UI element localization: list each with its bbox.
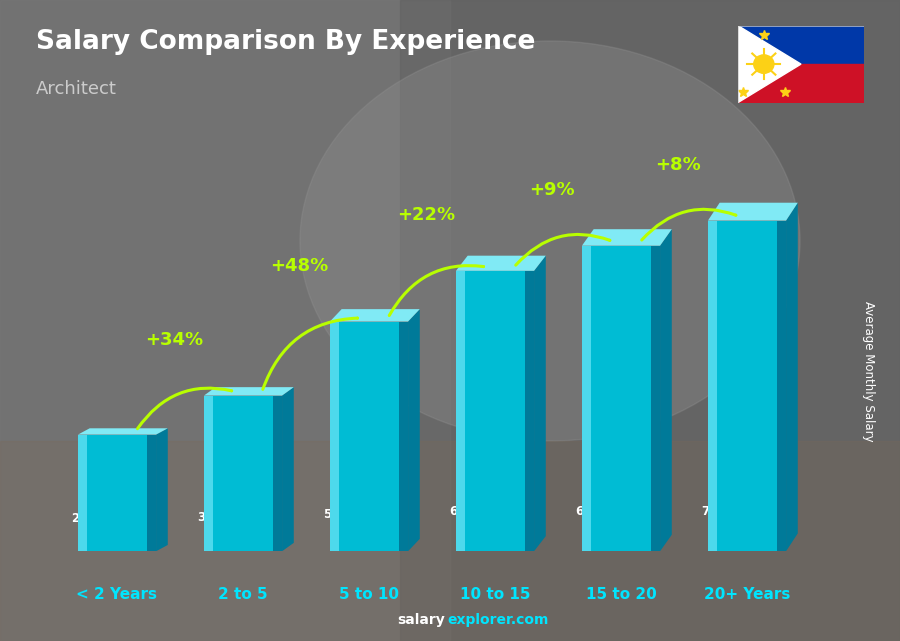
Polygon shape (78, 428, 167, 435)
Text: < 2 Years: < 2 Years (76, 587, 158, 601)
Polygon shape (156, 428, 167, 551)
Text: +48%: +48% (271, 257, 328, 275)
Bar (339, 322, 408, 551)
Text: 73,700 PHP: 73,700 PHP (702, 505, 778, 518)
FancyBboxPatch shape (400, 0, 900, 641)
Text: 10 to 15: 10 to 15 (460, 587, 530, 601)
Polygon shape (408, 309, 419, 551)
Bar (213, 395, 282, 551)
Text: 20+ Years: 20+ Years (704, 587, 790, 601)
Bar (717, 221, 786, 551)
Polygon shape (282, 387, 293, 551)
Text: 26,000 PHP: 26,000 PHP (72, 512, 149, 525)
Polygon shape (534, 256, 545, 551)
Text: salary: salary (398, 613, 446, 628)
Bar (456, 271, 465, 551)
Circle shape (754, 55, 774, 73)
Bar (147, 435, 156, 551)
Text: Architect: Architect (36, 80, 117, 98)
Polygon shape (708, 203, 797, 221)
Bar (651, 246, 660, 551)
Text: 5 to 10: 5 to 10 (339, 587, 399, 601)
Text: +9%: +9% (529, 181, 574, 199)
Bar (465, 271, 534, 551)
Polygon shape (330, 309, 419, 322)
Bar (273, 395, 282, 551)
Text: Average Monthly Salary: Average Monthly Salary (862, 301, 875, 442)
Bar (78, 435, 87, 551)
Bar (525, 271, 534, 551)
Ellipse shape (300, 41, 800, 441)
FancyBboxPatch shape (0, 0, 450, 641)
Bar (708, 221, 717, 551)
Bar (777, 221, 786, 551)
Polygon shape (456, 256, 545, 271)
Text: explorer.com: explorer.com (447, 613, 549, 628)
Bar (582, 246, 591, 551)
Bar (87, 435, 156, 551)
Text: 51,200 PHP: 51,200 PHP (324, 508, 401, 521)
Text: 2 to 5: 2 to 5 (218, 587, 268, 601)
Text: Salary Comparison By Experience: Salary Comparison By Experience (36, 29, 536, 55)
Bar (738, 64, 864, 103)
Text: 15 to 20: 15 to 20 (586, 587, 656, 601)
Text: +34%: +34% (145, 331, 202, 349)
Polygon shape (660, 229, 671, 551)
Text: 34,700 PHP: 34,700 PHP (198, 510, 275, 524)
Text: +8%: +8% (655, 156, 700, 174)
Bar (399, 322, 408, 551)
Polygon shape (582, 229, 671, 246)
FancyBboxPatch shape (0, 441, 900, 641)
Text: 68,100 PHP: 68,100 PHP (576, 505, 653, 518)
Polygon shape (738, 26, 801, 103)
Text: 62,500 PHP: 62,500 PHP (450, 506, 527, 519)
Bar (591, 246, 660, 551)
Polygon shape (786, 203, 797, 551)
Bar (204, 395, 213, 551)
Text: +22%: +22% (397, 206, 454, 224)
Polygon shape (204, 387, 293, 395)
Bar (330, 322, 339, 551)
Bar (738, 26, 864, 64)
